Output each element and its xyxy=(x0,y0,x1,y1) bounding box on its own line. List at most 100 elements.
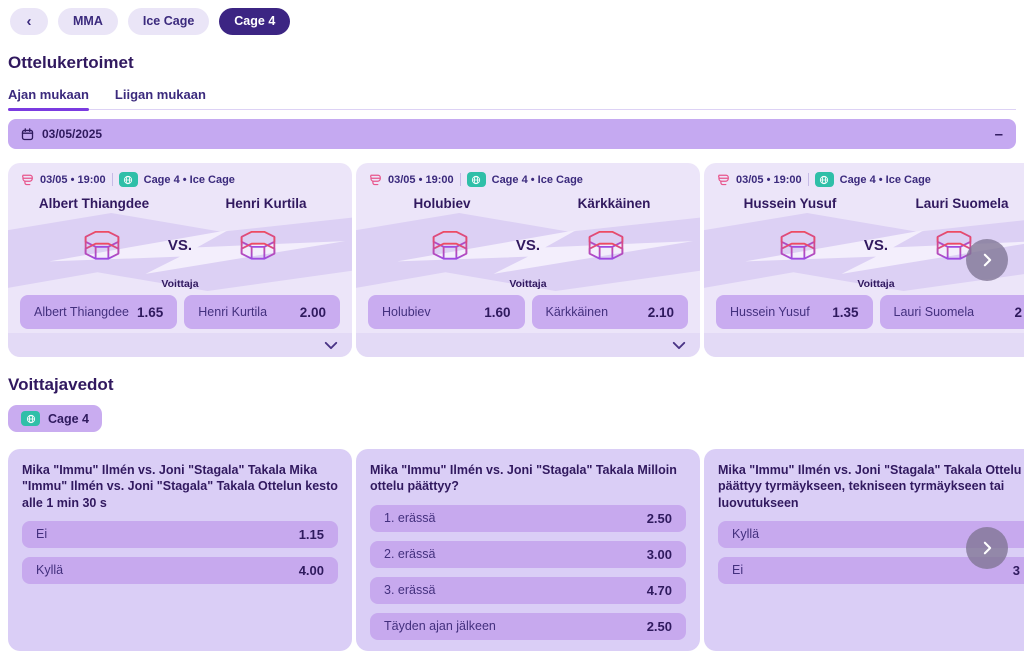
match-league: Cage 4 • Ice Cage xyxy=(839,173,931,186)
expand-card-button[interactable] xyxy=(704,333,1024,357)
bet-option[interactable]: Ei 1.15 xyxy=(22,520,338,548)
bet-option[interactable]: Täyden ajan jälkeen 2.50 xyxy=(370,612,686,640)
bet-option[interactable]: 3. erässä 4.70 xyxy=(370,576,686,604)
divider xyxy=(459,173,461,186)
glove-icon xyxy=(368,173,382,187)
odds-value: 2.00 xyxy=(299,304,326,320)
league-globe-icon xyxy=(118,172,138,187)
bet-option-odds: 3 xyxy=(1012,562,1020,578)
tab-ajan-mukaan[interactable]: Ajan mukaan xyxy=(8,83,89,111)
match-card: 03/05 • 19:00 Cage 4 • Ice Cage Holubiev… xyxy=(356,163,700,357)
tab-bar: Ajan mukaan Liigan mukaan xyxy=(8,83,1016,111)
match-league: Cage 4 • Ice Cage xyxy=(143,173,235,186)
chevron-right-icon xyxy=(983,253,992,267)
vs-label: VS. xyxy=(167,236,193,254)
bet-option-label: Kyllä xyxy=(36,563,64,578)
match-league: Cage 4 • Ice Cage xyxy=(491,173,583,186)
odds-button-fighter1[interactable]: Holubiev 1.60 xyxy=(368,295,525,329)
odds-label: Albert Thiangdee xyxy=(34,305,129,319)
match-datetime: 03/05 • 19:00 xyxy=(40,173,106,186)
market-label: Voittaja xyxy=(161,278,199,290)
back-chevron-icon: ‹ xyxy=(26,12,32,30)
chevron-right-icon xyxy=(983,541,992,555)
odds-value: 2 xyxy=(1014,304,1022,320)
fighter2-name: Lauri Suomela xyxy=(915,196,1009,211)
match-datetime: 03/05 • 19:00 xyxy=(736,173,802,186)
octagon-cage-icon xyxy=(430,229,470,262)
vs-label: VS. xyxy=(515,236,541,254)
date-accordion[interactable]: 03/05/2025 – xyxy=(8,119,1016,149)
odds-button-fighter1[interactable]: Hussein Yusuf 1.35 xyxy=(716,295,873,329)
bet-option[interactable]: 2. erässä 3.00 xyxy=(370,540,686,568)
bet-option-odds: 2.50 xyxy=(646,618,672,634)
bet-card: Mika "Immu" Ilmén vs. Joni "Stagala" Tak… xyxy=(356,449,700,651)
bet-option[interactable]: Kyllä 4.00 xyxy=(22,556,338,584)
date-label: 03/05/2025 xyxy=(42,127,103,141)
bet-title: Mika "Immu" Ilmén vs. Joni "Stagala" Tak… xyxy=(370,463,677,494)
back-button[interactable]: ‹ xyxy=(10,7,48,35)
fighter1-name: Hussein Yusuf xyxy=(743,196,837,211)
bet-option-label: 1. erässä xyxy=(384,511,436,525)
odds-button-fighter2[interactable]: Lauri Suomela 2 xyxy=(879,295,1024,329)
odds-label: Hussein Yusuf xyxy=(730,305,810,319)
match-card: 03/05 • 19:00 Cage 4 • Ice Cage Albert T… xyxy=(8,163,352,357)
filter-chip-label: Cage 4 xyxy=(48,411,89,426)
calendar-icon xyxy=(21,127,34,141)
chevron-down-icon xyxy=(324,341,338,350)
bet-option-odds: 1.15 xyxy=(298,526,324,542)
divider xyxy=(111,173,113,186)
filter-chip-cage4[interactable]: Cage 4 xyxy=(8,405,102,432)
odds-button-fighter1[interactable]: Albert Thiangdee 1.65 xyxy=(20,295,178,329)
vs-label: VS. xyxy=(863,236,889,254)
bet-option-odds: 4.70 xyxy=(646,582,672,598)
odds-label: Holubiev xyxy=(382,305,431,319)
breadcrumb-chip-ice-cage[interactable]: Ice Cage xyxy=(127,7,210,35)
octagon-cage-icon xyxy=(238,229,278,262)
odds-label: Henri Kurtila xyxy=(198,305,268,319)
bet-option-label: Kyllä xyxy=(732,527,760,542)
section-title-winner-bets: Voittajavedot xyxy=(8,375,114,394)
odds-button-fighter2[interactable]: Kärkkäinen 2.10 xyxy=(531,295,688,329)
bet-option-label: Ei xyxy=(732,563,744,578)
match-carousel: 03/05 • 19:00 Cage 4 • Ice Cage Albert T… xyxy=(0,163,1024,357)
odds-value: 1.65 xyxy=(136,304,164,320)
bet-option-label: Täyden ajan jälkeen xyxy=(384,619,496,633)
breadcrumb-chip-mma[interactable]: MMA xyxy=(58,7,118,35)
bet-title: Mika "Immu" Ilmén vs. Joni "Stagala" Tak… xyxy=(718,463,1022,510)
odds-label: Lauri Suomela xyxy=(893,305,975,319)
section-title-matches: Ottelukertoimet xyxy=(8,53,134,72)
bet-option-odds: 3.00 xyxy=(646,546,672,562)
expand-card-button[interactable] xyxy=(8,333,352,357)
league-globe-icon xyxy=(21,411,40,426)
tab-liigan-mukaan[interactable]: Liigan mukaan xyxy=(114,87,206,102)
league-globe-icon xyxy=(814,172,834,187)
bet-card: Mika "Immu" Ilmén vs. Joni "Stagala" Tak… xyxy=(8,449,352,651)
octagon-cage-icon xyxy=(586,229,626,262)
collapse-minus-icon: – xyxy=(994,125,1003,143)
breadcrumb-chip-cage4[interactable]: Cage 4 xyxy=(219,7,291,35)
fighter1-name: Holubiev xyxy=(413,196,471,211)
bet-option[interactable]: 1. erässä 2.50 xyxy=(370,504,686,532)
breadcrumb: ‹ MMA Ice Cage Cage 4 xyxy=(0,6,1024,36)
glove-icon xyxy=(716,173,730,187)
carousel-next-button[interactable] xyxy=(966,239,1008,281)
octagon-cage-icon xyxy=(82,229,122,262)
bet-option-odds: 2.50 xyxy=(646,510,672,526)
bet-option-label: 3. erässä xyxy=(384,583,436,597)
odds-button-fighter2[interactable]: Henri Kurtila 2.00 xyxy=(184,295,340,329)
odds-label: Kärkkäinen xyxy=(545,305,609,319)
bet-option-label: Ei xyxy=(36,527,48,542)
carousel-next-button[interactable] xyxy=(966,527,1008,569)
fighter1-name: Albert Thiangdee xyxy=(38,196,150,211)
market-label: Voittaja xyxy=(857,278,895,290)
fighter2-name: Henri Kurtila xyxy=(225,196,307,211)
bet-option-odds: 4.00 xyxy=(298,562,324,578)
divider xyxy=(807,173,809,186)
chevron-down-icon xyxy=(672,341,686,350)
odds-value: 1.35 xyxy=(832,304,859,320)
match-datetime: 03/05 • 19:00 xyxy=(388,173,454,186)
expand-card-button[interactable] xyxy=(356,333,700,357)
bet-title: Mika "Immu" Ilmén vs. Joni "Stagala" Tak… xyxy=(22,463,338,510)
bets-carousel: Mika "Immu" Ilmén vs. Joni "Stagala" Tak… xyxy=(0,449,1024,651)
market-label: Voittaja xyxy=(509,278,547,290)
